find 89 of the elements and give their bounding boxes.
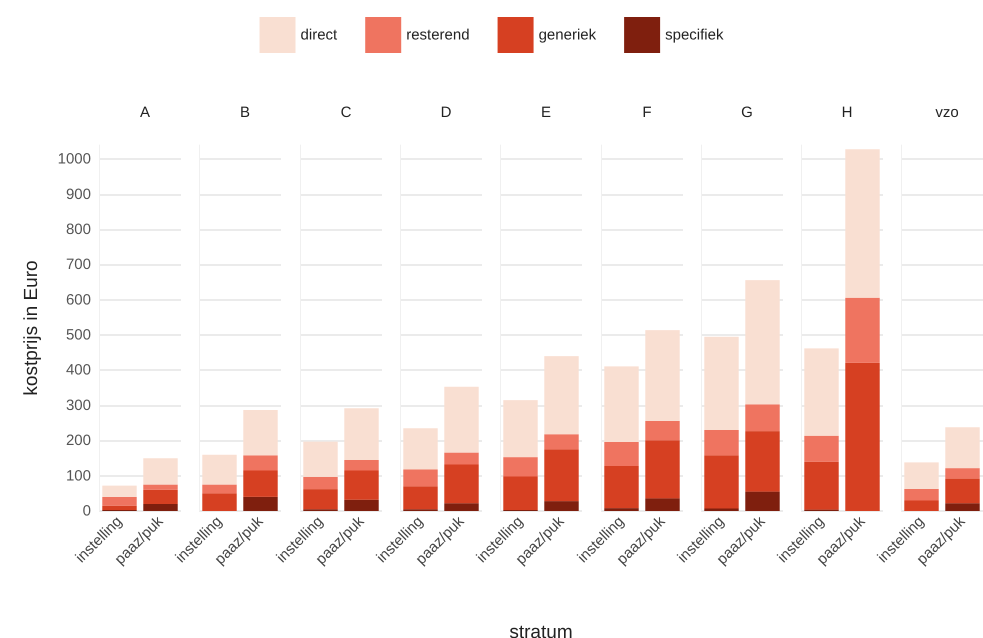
y-tick-label: 900: [66, 186, 91, 203]
bar: [102, 496, 137, 506]
chart-title: G: [740, 104, 753, 121]
bar: [244, 410, 278, 456]
bar: [604, 442, 638, 466]
bar: [745, 431, 780, 492]
y-tick-label: 600: [66, 291, 91, 308]
bar: [143, 504, 178, 511]
legend-label: generiek: [538, 26, 597, 44]
bar: [845, 149, 880, 298]
y-tick-label: 100: [66, 467, 91, 484]
bar: [143, 458, 178, 485]
bar: [604, 366, 638, 442]
y-tick-label: 400: [66, 362, 91, 379]
bar: [745, 280, 780, 404]
x-axis-title: stratum: [510, 622, 573, 638]
bar: [403, 469, 438, 486]
bar: [946, 503, 980, 511]
y-tick-label: 800: [66, 220, 91, 238]
bar: [745, 492, 780, 511]
bar: [544, 449, 579, 502]
chart-title: C: [340, 104, 352, 121]
bar: [544, 434, 579, 450]
bar: [503, 400, 538, 458]
legend-label: resterend: [406, 26, 470, 44]
bar: [804, 462, 839, 510]
y-axis-title: kostprijs in Euro: [21, 260, 42, 396]
legend-label: direct: [300, 26, 338, 44]
bar: [845, 362, 880, 511]
bar: [444, 452, 479, 465]
y-tick-label: 200: [66, 432, 91, 450]
bar: [904, 488, 940, 500]
bar: [604, 508, 638, 511]
bar: [102, 506, 137, 510]
bar: [946, 478, 980, 504]
bar: [143, 490, 178, 504]
bar: [344, 500, 378, 511]
bar: [804, 436, 839, 462]
bar: [644, 440, 680, 498]
chart-title: E: [541, 104, 552, 121]
bar: [745, 404, 780, 432]
bar: [444, 503, 479, 511]
bar: [503, 476, 538, 510]
bar: [503, 457, 538, 477]
bar: [704, 455, 739, 509]
bar: [344, 408, 378, 460]
bar: [344, 460, 378, 471]
bar: [704, 430, 739, 456]
bar: [143, 484, 178, 490]
bar: [102, 486, 137, 497]
bar: [302, 476, 338, 490]
bar: [202, 454, 238, 485]
bar: [302, 489, 338, 510]
bar: [946, 427, 980, 468]
chart-title: A: [140, 104, 150, 121]
bar: [704, 336, 739, 430]
bar: [403, 486, 438, 510]
bar: [544, 356, 579, 434]
legend-label: specifiek: [665, 26, 724, 44]
chart-title: F: [642, 104, 652, 121]
y-tick-label: 500: [66, 326, 91, 344]
bar: [444, 464, 479, 504]
y-tick-label: 700: [66, 256, 91, 274]
bar: [644, 330, 680, 421]
bar: [403, 428, 438, 470]
chart-title: vzo: [936, 104, 960, 121]
bar: [904, 500, 940, 511]
bar: [604, 466, 638, 508]
bar: [202, 493, 238, 511]
bar: [845, 298, 880, 363]
bar: [344, 470, 378, 500]
bar: [644, 498, 680, 511]
y-tick-label: 300: [66, 396, 91, 414]
bar: [444, 386, 479, 453]
bar: [644, 420, 680, 440]
bar: [302, 442, 338, 477]
y-tick-label: 1000: [58, 150, 91, 168]
bar: [202, 484, 238, 494]
bar: [946, 468, 980, 479]
bar: [544, 501, 579, 511]
chart-title: H: [842, 104, 853, 121]
chart-title: B: [240, 104, 250, 121]
bar: [904, 462, 940, 489]
chart-title: D: [440, 104, 452, 121]
y-tick-label: 0: [82, 502, 91, 520]
bar: [804, 348, 839, 436]
bar: [244, 455, 278, 471]
bar: [244, 470, 278, 497]
bar: [244, 496, 278, 511]
